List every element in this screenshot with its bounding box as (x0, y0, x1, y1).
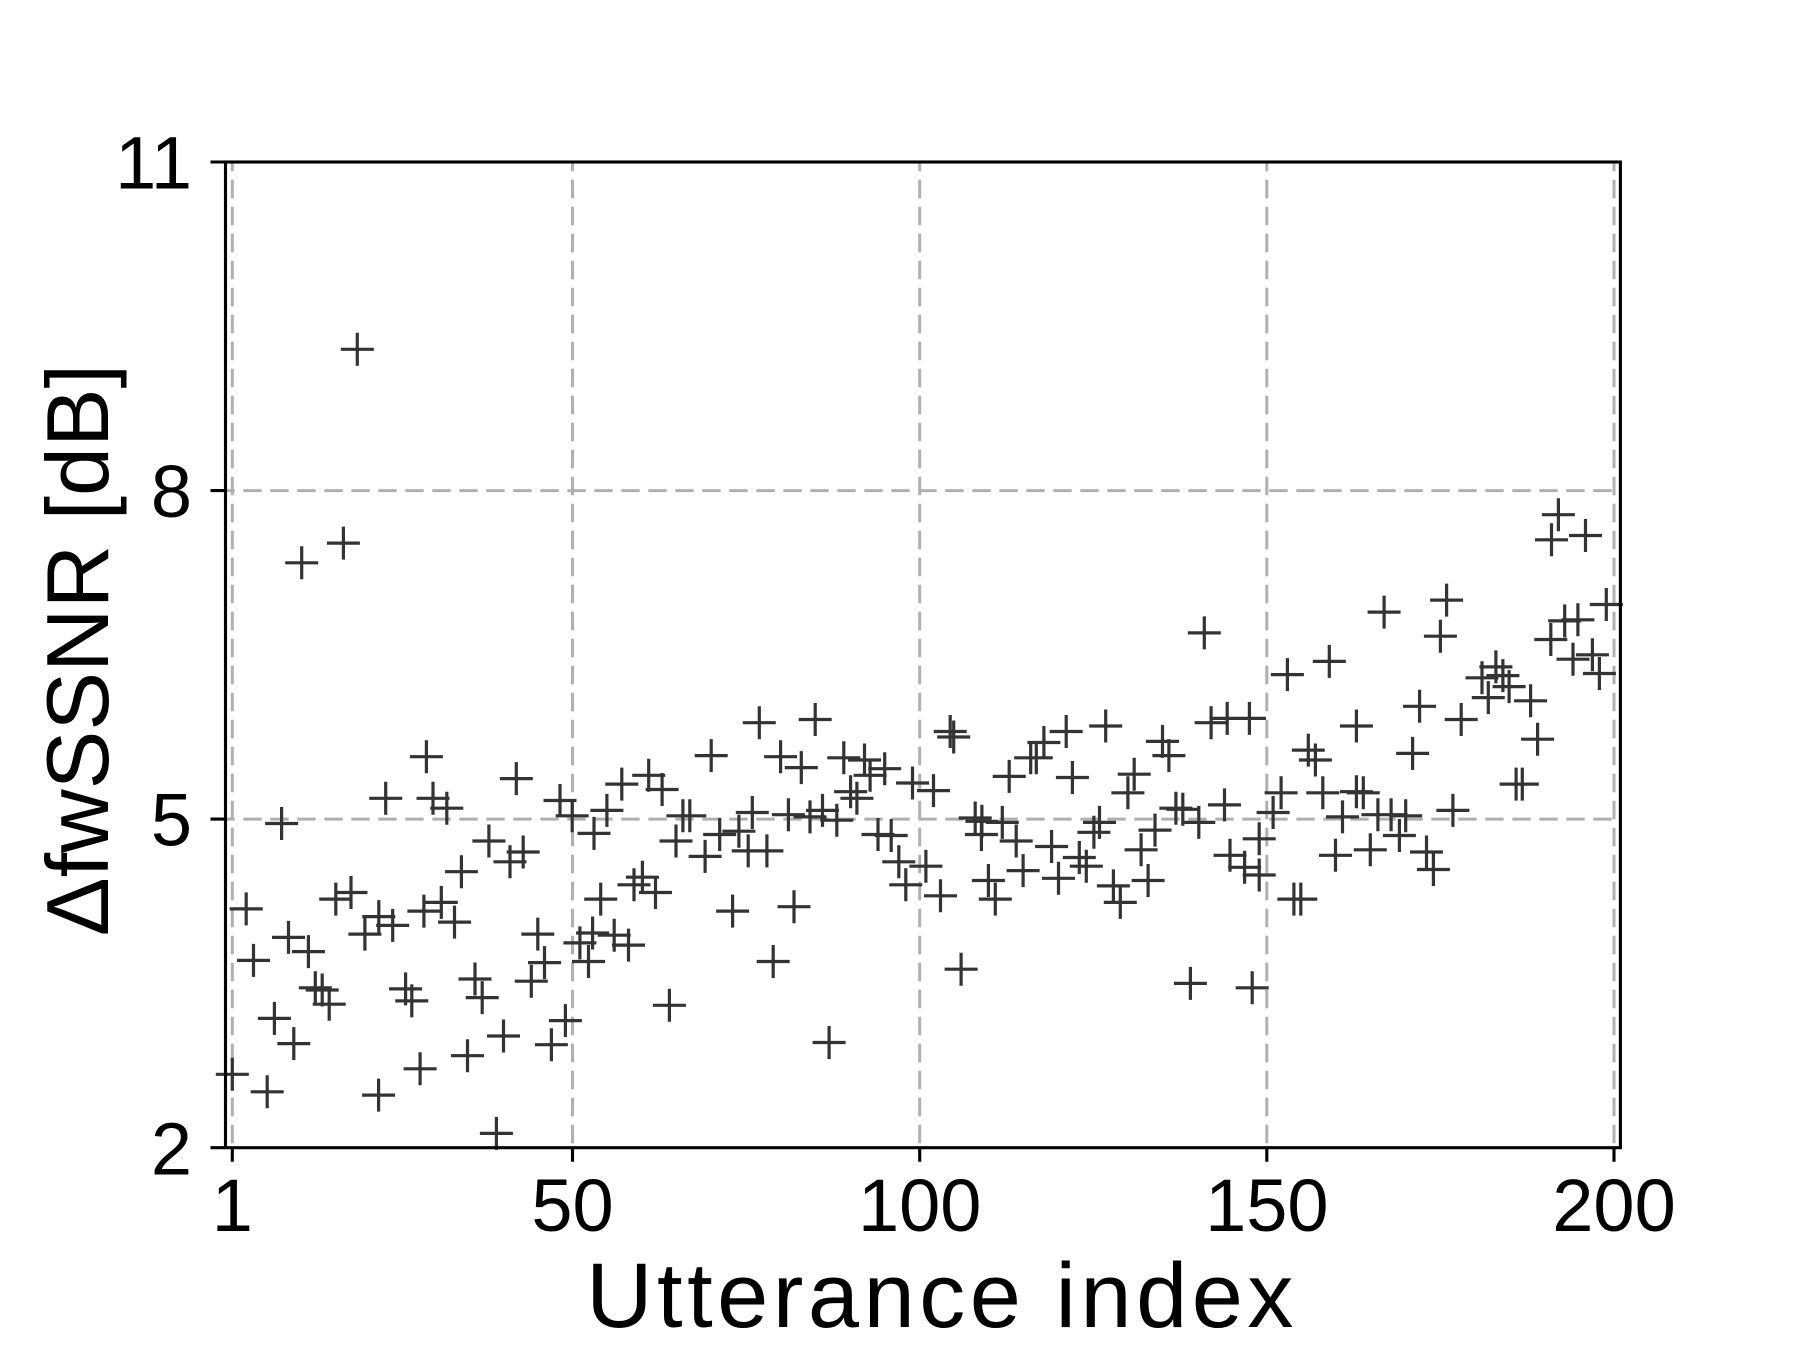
svg-text:200: 200 (1552, 1164, 1675, 1247)
svg-text:Utterance index: Utterance index (586, 1245, 1298, 1347)
svg-text:11: 11 (115, 122, 192, 205)
svg-text:50: 50 (531, 1164, 613, 1247)
svg-text:ΔfwSSNR [dB]: ΔfwSSNR [dB] (28, 364, 127, 936)
svg-text:2: 2 (151, 1107, 192, 1190)
svg-text:150: 150 (1205, 1164, 1328, 1247)
svg-text:5: 5 (151, 779, 192, 862)
svg-text:100: 100 (858, 1164, 981, 1247)
svg-text:8: 8 (151, 450, 192, 533)
svg-text:1: 1 (212, 1164, 253, 1247)
